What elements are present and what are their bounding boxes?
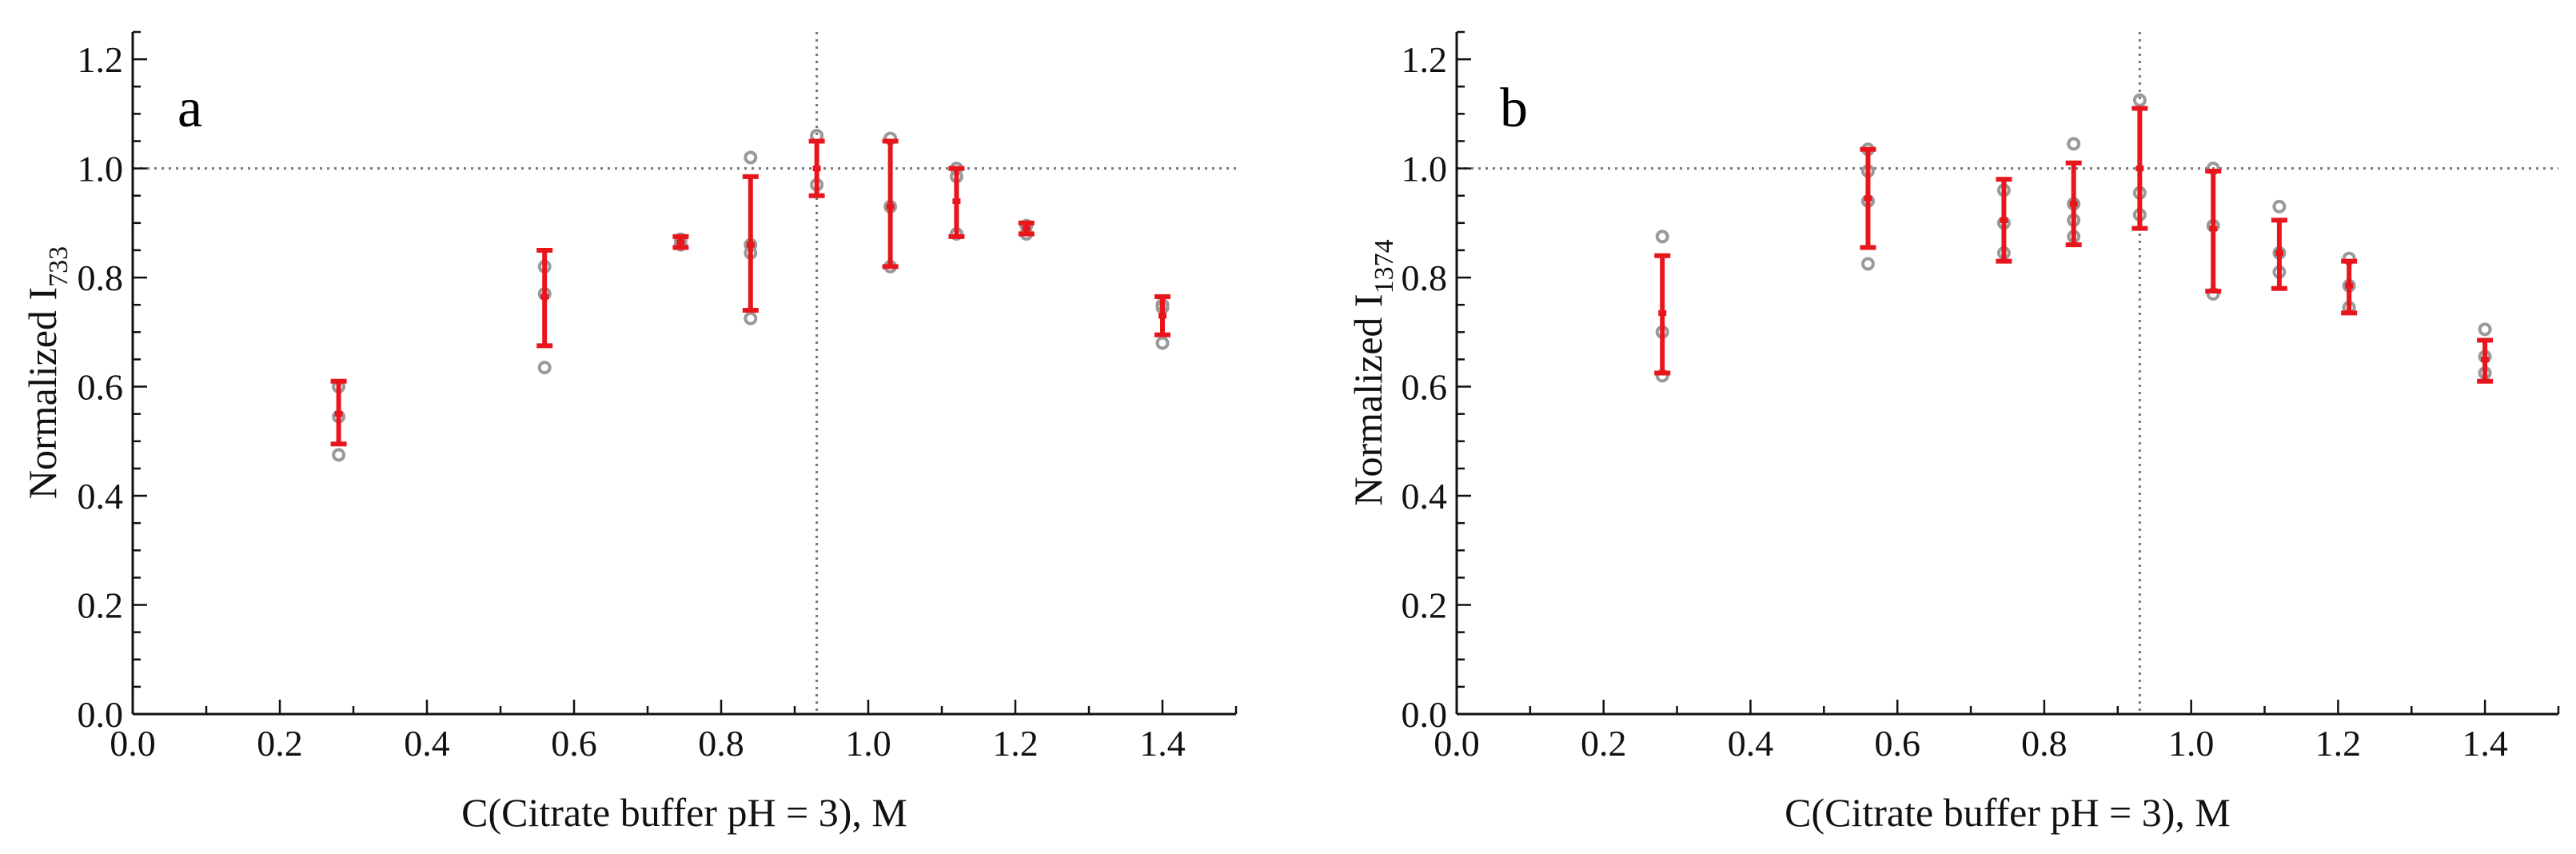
y-tick-label: 0.8	[78, 257, 124, 298]
y-tick-label: 0.4	[1402, 476, 1448, 517]
x-tick-label: 0.6	[551, 723, 597, 764]
error-bar	[948, 166, 965, 239]
y-tick-label: 1.2	[78, 39, 124, 80]
error-bar	[2341, 258, 2358, 316]
x-tick-label: 1.4	[2462, 723, 2508, 764]
y-tick-label: 0.8	[1402, 257, 1448, 298]
y-axis-title: Normalized I1374	[1346, 239, 1399, 505]
error-bar	[672, 233, 689, 250]
panel-label-b: b	[1500, 78, 1528, 139]
error-bar	[808, 138, 825, 198]
y-axis-title-main: Normalized I	[1346, 293, 1390, 505]
error-bar	[2065, 160, 2082, 248]
error-bar	[882, 138, 899, 269]
x-axis-title: C(Citrate buffer pH = 3), M	[1784, 790, 2231, 835]
error-bar	[742, 174, 759, 313]
y-tick-label: 0.6	[78, 367, 124, 408]
data-point	[2272, 199, 2287, 214]
x-axis-title: C(Citrate buffer pH = 3), M	[461, 790, 907, 835]
error-bar	[1654, 253, 1671, 376]
panel-b: 0.0 0.2 0.4 0.6 0.8 1.0 1.2 1.40.00.20.40.60.81…	[1346, 30, 2560, 835]
data-point	[744, 311, 758, 325]
y-axis-title: Normalized I733	[20, 246, 74, 499]
y-axis-title-main: Normalized I	[20, 287, 65, 499]
y-axis-title-subscript: 733	[44, 246, 74, 287]
x-tick-label: 1.0	[845, 723, 891, 764]
y-tick-label: 0.2	[78, 585, 124, 626]
y-tick-label: 1.0	[78, 149, 124, 190]
data-point	[1655, 229, 1669, 244]
data-point	[2132, 93, 2147, 107]
x-tick-label: 1.0	[2168, 723, 2215, 764]
data-point	[332, 448, 346, 462]
x-tick-label: 1.4	[1139, 723, 1186, 764]
x-tick-label: 0.4	[1728, 723, 1774, 764]
error-bar	[2477, 337, 2494, 384]
x-tick-label: 1.2	[2315, 723, 2362, 764]
y-tick-label: 1.0	[1402, 149, 1448, 190]
error-bar	[2271, 217, 2287, 291]
error-bar	[2205, 169, 2222, 294]
y-axis-title-subscript: 1374	[1370, 239, 1399, 293]
error-bar	[536, 247, 553, 349]
y-tick-label: 0.2	[1402, 585, 1448, 626]
data-point	[537, 361, 552, 375]
panel-label-a: a	[177, 78, 202, 139]
error-bar	[1996, 177, 2012, 264]
x-tick-label: 0.8	[2021, 723, 2068, 764]
x-tick-label: 1.2	[992, 723, 1039, 764]
data-point	[1860, 257, 1875, 271]
y-tick-label: 1.2	[1402, 39, 1448, 80]
data-point	[744, 150, 758, 165]
panel-a: 0.0 0.2 0.4 0.6 0.8 1.0 1.2 1.4 0.0 0.2 0.4 0.6 0.8 1…	[20, 30, 1238, 835]
x-tick-label: 0.8	[698, 723, 744, 764]
data-point	[2067, 137, 2081, 151]
error-bar	[2131, 106, 2148, 231]
y-tick-label: 0.0	[78, 694, 124, 735]
y-tick-label: 0.0	[1402, 694, 1448, 735]
x-tick-label: 0.0	[1434, 723, 1480, 764]
y-tick-label: 0.6	[1402, 367, 1448, 408]
y-tick-label: 0.4	[78, 476, 124, 517]
data-point	[1155, 336, 1170, 350]
x-tick-label: 0.2	[1581, 723, 1627, 764]
x-tick-label: 0.2	[257, 723, 303, 764]
x-tick-label: 0.0	[110, 723, 156, 764]
error-bar	[330, 378, 347, 447]
data-point	[2478, 322, 2492, 337]
error-bar	[1860, 146, 1876, 250]
error-bar	[1018, 220, 1035, 237]
x-tick-label: 0.4	[404, 723, 450, 764]
x-tick-label: 0.6	[1874, 723, 1920, 764]
error-bar	[1154, 293, 1170, 337]
